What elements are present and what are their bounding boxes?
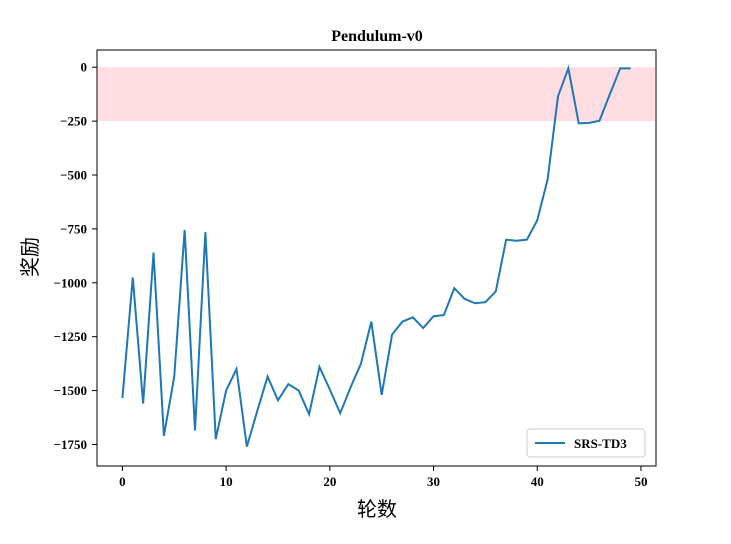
legend-label: SRS-TD3 — [574, 436, 627, 451]
y-tick-label: −1250 — [54, 329, 87, 344]
y-tick-label: −500 — [60, 168, 87, 183]
legend-box — [526, 428, 646, 458]
y-tick-label: −1000 — [54, 275, 87, 290]
legend: SRS-TD3 — [526, 428, 646, 458]
x-tick-label: 30 — [427, 474, 440, 489]
y-tick-label: −1500 — [54, 383, 87, 398]
y-tick-label: −1750 — [54, 437, 87, 452]
chart-title: Pendulum-v0 — [331, 28, 423, 45]
y-axis-label: 奖励 — [18, 237, 42, 277]
y-tick-label: 0 — [81, 60, 88, 75]
x-tick-label: 0 — [119, 474, 126, 489]
y-tick-label: −750 — [60, 221, 87, 236]
x-tick-label: 20 — [323, 474, 336, 489]
x-tick-label: 50 — [634, 474, 647, 489]
x-axis-label: 轮数 — [357, 497, 397, 521]
plot-frame — [96, 49, 657, 467]
series-line-srs-td3 — [121, 64, 631, 447]
reward-target-band — [98, 67, 655, 122]
y-tick-label: −250 — [60, 114, 87, 129]
x-tick-label: 10 — [220, 474, 233, 489]
y-axis: 0 −250 −500 −750 −1000 −1250 −1500 −1750 — [54, 60, 97, 452]
x-axis: 0 10 20 30 40 50 — [119, 466, 647, 489]
watermark: 知乎 @东林钟声 — [555, 505, 679, 525]
x-tick-label: 40 — [531, 474, 544, 489]
